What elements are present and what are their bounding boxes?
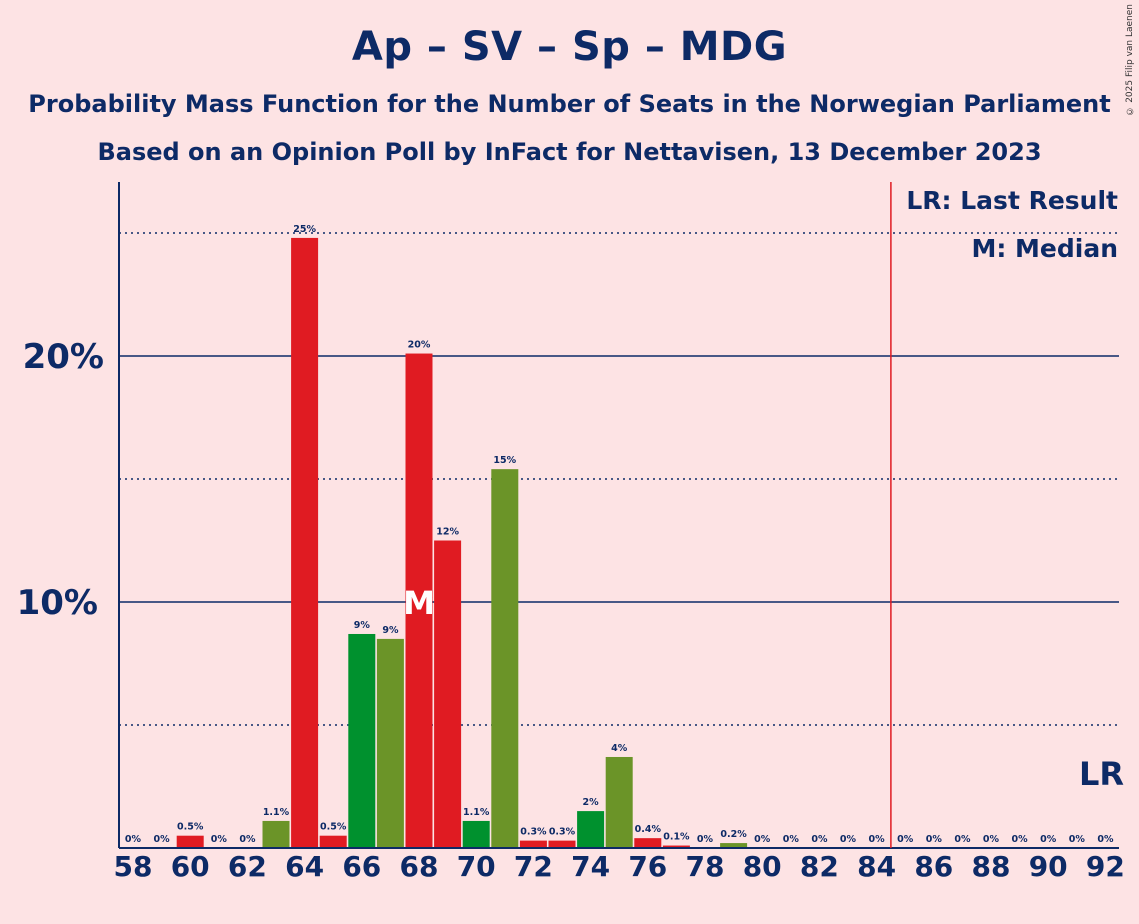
tick-labels: 10% 20% 58 60 62 64 66 68 70 72 74 76 78 80 82 84 86 88 90… (17, 337, 1125, 883)
x-tick-label: 92 (1086, 850, 1125, 883)
x-tick-label: 70 (457, 850, 496, 883)
bar-value-label: 0% (1097, 834, 1114, 845)
x-tick-label: 80 (743, 850, 782, 883)
bar-value-label: 0.1% (663, 832, 690, 843)
bar-value-label: 0% (926, 834, 943, 845)
chart-title: Ap – SV – Sp – MDG (351, 24, 788, 70)
bar-value-label: 12% (436, 527, 459, 538)
chart-subtitle-source: Based on an Opinion Poll by InFact for N… (97, 138, 1042, 166)
bar-seat-73 (548, 840, 576, 848)
bar-value-label: 0% (125, 834, 142, 845)
grid-lines (119, 232, 1119, 726)
bar-seat-69 (434, 540, 462, 848)
x-tick-label: 78 (686, 850, 725, 883)
x-tick-label: 64 (285, 850, 324, 883)
bar-value-label: 0% (1040, 834, 1057, 845)
bar-value-label: 0% (697, 834, 714, 845)
bar-value-label: 0% (1069, 834, 1086, 845)
bar-seat-65 (319, 835, 347, 848)
median-marker: M (403, 584, 435, 622)
bar-data-labels: 0% 0% 0.5% 0% 0% 1.1% 25% 0.5% 9% 9% 20% 12% 1.1% 15%… (125, 224, 1114, 845)
bar-value-label: 15% (493, 455, 516, 466)
chart-annotations: LR: Last Result M: Median LR (906, 186, 1124, 793)
bar-value-label: 20% (408, 340, 431, 351)
bar-seat-67 (376, 638, 404, 848)
bar-value-label: 0% (211, 834, 228, 845)
bar-value-label: 0% (983, 834, 1000, 845)
x-tick-label: 90 (1029, 850, 1068, 883)
bar-value-label: 0% (869, 834, 886, 845)
bar-value-label: 2% (583, 797, 600, 808)
bar-value-label: 0% (840, 834, 857, 845)
bar-value-label: 1.1% (263, 807, 290, 818)
bar-value-label: 0% (154, 834, 171, 845)
bar-value-label: 9% (382, 625, 399, 636)
x-tick-label: 66 (342, 850, 381, 883)
x-tick-label: 84 (857, 850, 896, 883)
bar-value-label: 0% (1012, 834, 1029, 845)
bar-seat-76 (634, 838, 662, 848)
bar-value-label: 0% (954, 834, 971, 845)
x-tick-label: 68 (400, 850, 439, 883)
bar-seat-60 (176, 835, 204, 848)
bar-value-label: 0% (897, 834, 914, 845)
bar-seat-63 (262, 820, 290, 848)
y-tick-label: 10% (17, 583, 98, 623)
bar-value-label: 0.4% (635, 824, 662, 835)
last-result-marker-label: LR (1079, 755, 1124, 793)
legend-last-result: LR: Last Result (906, 186, 1118, 215)
bar-seat-77 (662, 845, 690, 848)
x-tick-label: 82 (800, 850, 839, 883)
bar-value-label: 0% (754, 834, 771, 845)
bar-value-label: 0% (783, 834, 800, 845)
legend-median: M: Median (971, 234, 1118, 263)
chart-subtitle: Probability Mass Function for the Number… (28, 90, 1111, 118)
bar-value-label: 9% (354, 620, 371, 631)
bar-value-label: 4% (611, 743, 628, 754)
bar-value-label: 0.5% (177, 822, 204, 833)
bar-value-label: 0% (811, 834, 828, 845)
bar-seat-72 (519, 840, 547, 848)
y-tick-label: 20% (23, 337, 104, 377)
x-tick-label: 86 (914, 850, 953, 883)
bar-value-label: 0.5% (320, 822, 347, 833)
bar-seat-70 (462, 820, 490, 848)
x-tick-label: 72 (514, 850, 553, 883)
x-tick-label: 88 (972, 850, 1011, 883)
bar-value-label: 0% (239, 834, 256, 845)
x-tick-label: 60 (171, 850, 210, 883)
bar-seat-68 (405, 353, 433, 848)
bar-seat-79 (720, 843, 748, 848)
bar-value-label: 1.1% (463, 807, 490, 818)
x-tick-label: 74 (571, 850, 610, 883)
bar-seat-64 (291, 237, 319, 849)
axes (118, 182, 1119, 849)
bar-value-label: 0.2% (720, 829, 747, 840)
x-tick-label: 58 (114, 850, 153, 883)
bar-value-label: 0.3% (520, 827, 547, 838)
bar-seat-66 (348, 633, 376, 848)
bar-value-label: 0.3% (549, 827, 576, 838)
bar-seat-74 (577, 811, 605, 848)
x-tick-label: 62 (228, 850, 267, 883)
bar-series (176, 237, 748, 849)
bar-value-label: 25% (293, 224, 316, 235)
x-tick-label: 76 (628, 850, 667, 883)
bar-seat-71 (491, 469, 519, 848)
bar-seat-75 (605, 756, 633, 848)
